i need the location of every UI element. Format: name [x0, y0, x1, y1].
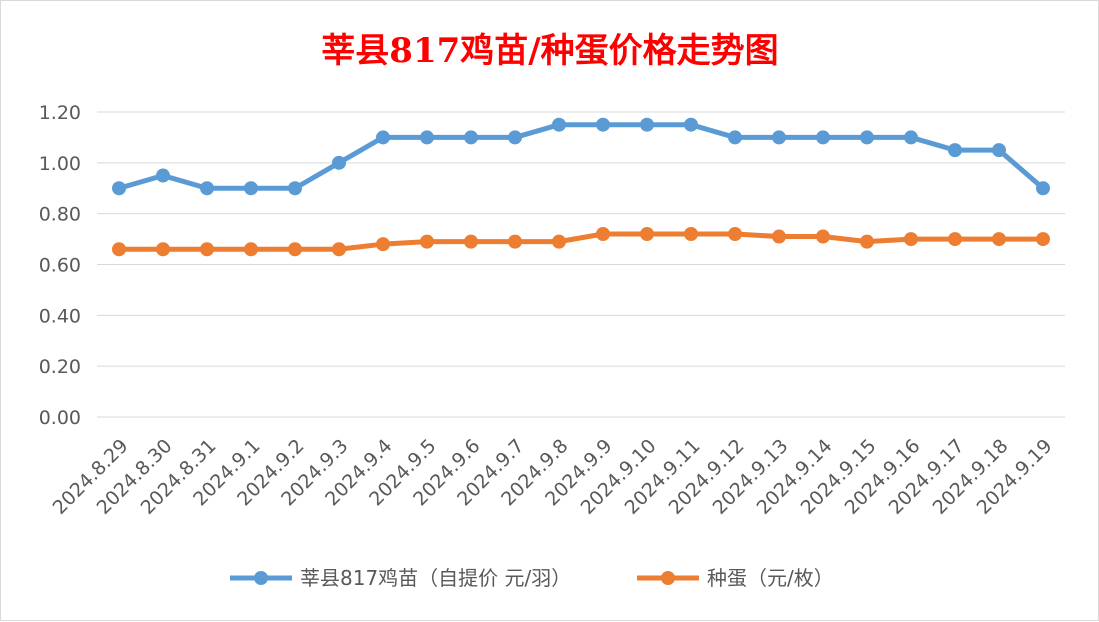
- y-tick-label: 0.20: [39, 356, 81, 378]
- data-point: [596, 227, 610, 241]
- legend-item-0[interactable]: 莘县817鸡苗（自提价 元/羽）: [230, 566, 571, 590]
- data-point: [332, 242, 346, 257]
- y-tick-label: 0.40: [39, 305, 81, 327]
- data-point: [772, 130, 786, 145]
- data-point: [772, 229, 786, 244]
- legend-label: 莘县817鸡苗（自提价 元/羽）: [300, 566, 571, 590]
- data-point: [288, 242, 302, 257]
- data-point: [728, 130, 742, 145]
- data-point: [904, 130, 918, 145]
- data-point: [948, 143, 962, 158]
- data-point: [860, 234, 874, 249]
- data-point: [816, 229, 830, 244]
- data-point: [420, 130, 434, 145]
- gridlines: [97, 111, 1065, 418]
- x-axis-ticks: 2024.8.292024.8.302024.8.312024.9.12024.…: [49, 435, 1057, 519]
- data-point: [112, 181, 126, 196]
- series-layer: [112, 117, 1050, 257]
- data-point: [816, 130, 830, 145]
- data-point: [244, 181, 258, 196]
- data-point: [552, 234, 566, 249]
- y-tick-label: 0.00: [39, 407, 81, 429]
- data-point: [464, 234, 478, 249]
- data-point: [288, 181, 302, 196]
- legend-swatch-marker: [254, 571, 268, 585]
- chart-title: 莘县817鸡苗/种蛋价格走势图: [321, 31, 778, 71]
- y-axis-ticks: 0.00 0.20 0.40 0.60 0.80 1.00 1.20: [39, 102, 81, 429]
- data-point: [992, 232, 1006, 247]
- series-0: [112, 117, 1050, 196]
- data-point: [156, 168, 170, 183]
- data-point: [464, 130, 478, 145]
- data-point: [640, 117, 654, 132]
- data-point: [244, 242, 258, 257]
- data-point: [156, 242, 170, 257]
- data-point: [992, 143, 1006, 158]
- data-point: [420, 234, 434, 249]
- data-point: [200, 181, 214, 196]
- data-point: [684, 117, 698, 132]
- data-point: [376, 130, 390, 145]
- legend-item-1[interactable]: 种蛋（元/枚）: [637, 566, 834, 590]
- data-point: [904, 232, 918, 247]
- data-point: [332, 155, 346, 170]
- data-point: [376, 237, 390, 252]
- data-point: [948, 232, 962, 247]
- data-point: [596, 117, 610, 132]
- data-point: [508, 130, 522, 145]
- data-point: [1036, 181, 1050, 196]
- y-tick-label: 1.20: [39, 102, 81, 124]
- y-tick-label: 1.00: [39, 153, 81, 175]
- series-line: [116, 231, 1046, 252]
- series-line: [116, 122, 1046, 191]
- legend-label: 种蛋（元/枚）: [707, 566, 834, 590]
- data-point: [1036, 232, 1050, 247]
- legend[interactable]: 莘县817鸡苗（自提价 元/羽） 种蛋（元/枚）: [230, 566, 834, 590]
- data-point: [684, 227, 698, 241]
- data-point: [200, 242, 214, 257]
- data-point: [112, 242, 126, 257]
- data-point: [552, 117, 566, 132]
- series-1: [112, 227, 1050, 257]
- data-point: [728, 227, 742, 241]
- y-tick-label: 0.80: [39, 204, 81, 226]
- y-tick-label: 0.60: [39, 255, 81, 277]
- data-point: [508, 234, 522, 249]
- legend-swatch-marker: [661, 571, 675, 585]
- data-point: [640, 227, 654, 241]
- data-point: [860, 130, 874, 145]
